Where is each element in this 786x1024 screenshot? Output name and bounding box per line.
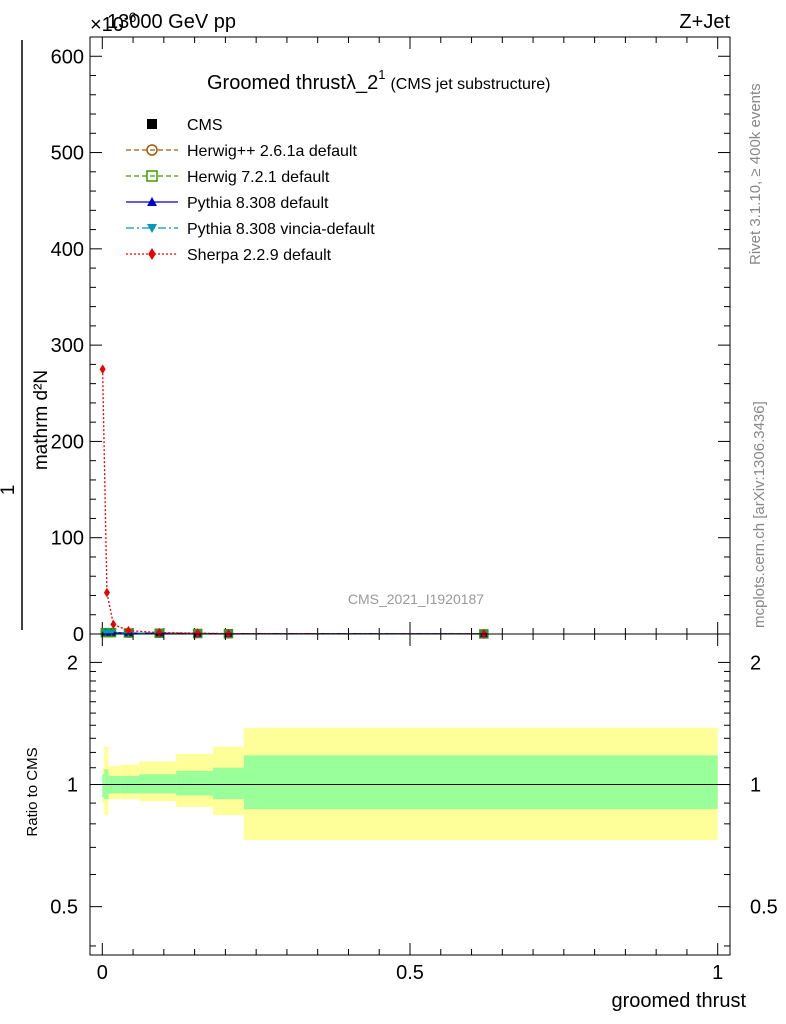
exponent-label: ×10-6 [90, 9, 137, 36]
ratio-axis-ticks: 0.5 0.5 1 1 2 2 0 0.5 1 [50, 634, 778, 984]
x-axis-label: groomed thrust [611, 990, 746, 1012]
y-tick-label: 0 [73, 624, 84, 646]
data-point [125, 625, 132, 636]
data-point [110, 619, 117, 630]
x-tick-label: 0.5 [396, 962, 424, 984]
ratio-y-tick-label: 2 [67, 652, 78, 674]
legend-label: Herwig++ 2.6.1a default [187, 143, 357, 160]
ratio-band-inner [243, 755, 718, 810]
main-y-label: mathrm d²N 1 [0, 40, 52, 630]
ratio-y-tick-label-right: 0.5 [750, 897, 778, 919]
y-tick-label: 400 [51, 239, 84, 261]
ratio-y-label: Ratio to CMS [24, 747, 41, 836]
legend-item: Herwig++ 2.6.1a default [126, 143, 357, 160]
data-point [103, 587, 110, 598]
legend-label: Pythia 8.308 default [187, 195, 329, 212]
legend-marker [146, 144, 158, 156]
process-label: Z+Jet [679, 11, 730, 33]
x-tick-label: 0 [97, 962, 108, 984]
ratio-y-tick-label: 0.5 [50, 897, 78, 919]
main-y-label-numerator: mathrm d²N [31, 370, 52, 470]
data-point [156, 627, 163, 638]
legend-marker [146, 170, 158, 182]
data-point [107, 629, 116, 637]
legend-item: CMS [147, 117, 223, 134]
legend-item: Herwig 7.2.1 default [126, 169, 330, 186]
y-tick-label: 600 [51, 46, 84, 68]
legend-label: Pythia 8.308 vincia-default [187, 221, 375, 238]
ratio-band-inner [176, 770, 214, 796]
ratio-y-tick-label: 1 [67, 775, 78, 797]
rivet-version-label: Rivet 3.1.10, ≥ 400k events [747, 83, 764, 265]
ratio-band-inner [139, 774, 177, 794]
y-tick-label: 200 [51, 431, 84, 453]
legend-marker [147, 119, 157, 129]
mcplots-credit-label: mcplots.cern.ch [arXiv:1306.3436] [751, 401, 768, 628]
data-point [99, 364, 106, 375]
y-tick-label: 300 [51, 335, 84, 357]
ratio-y-tick-label-right: 2 [750, 652, 761, 674]
y-tick-label: 100 [51, 528, 84, 550]
plot-title: Groomed thrustλ_21(CMS jet substructure) [207, 67, 550, 94]
data-point [101, 629, 110, 637]
x-tick-label: 1 [712, 962, 723, 984]
legend-marker [147, 224, 157, 233]
ratio-band-inner [213, 767, 244, 800]
legend-label: Herwig 7.2.1 default [187, 169, 330, 186]
legend-item: Pythia 8.308 vincia-default [126, 221, 375, 238]
y-tick-label: 500 [51, 143, 84, 165]
legend-item: Pythia 8.308 default [126, 195, 329, 212]
main-axis-ticks: 0 100 200 300 400 500 600 [51, 37, 730, 646]
legend-label: CMS [187, 117, 223, 134]
series-line [101, 369, 484, 635]
legend-marker [148, 248, 156, 260]
legend-marker [147, 197, 157, 206]
ratio-bands-layer [90, 727, 730, 840]
analysis-watermark: CMS_2021_I1920187 [348, 591, 484, 607]
ratio-band-inner [102, 774, 105, 798]
y-label-one: 1 [0, 485, 19, 496]
data-point [194, 628, 201, 639]
legend-label: Sherpa 2.2.9 default [187, 247, 332, 264]
legend-item: Sherpa 2.2.9 default [126, 247, 332, 264]
main-panel-frame [89, 36, 731, 635]
legend: CMS Herwig++ 2.6.1a default Herwig 7.2.1 d… [126, 117, 375, 264]
energy-label: 13000 GeV pp [107, 11, 236, 33]
ratio-y-tick-label-right: 1 [750, 775, 761, 797]
